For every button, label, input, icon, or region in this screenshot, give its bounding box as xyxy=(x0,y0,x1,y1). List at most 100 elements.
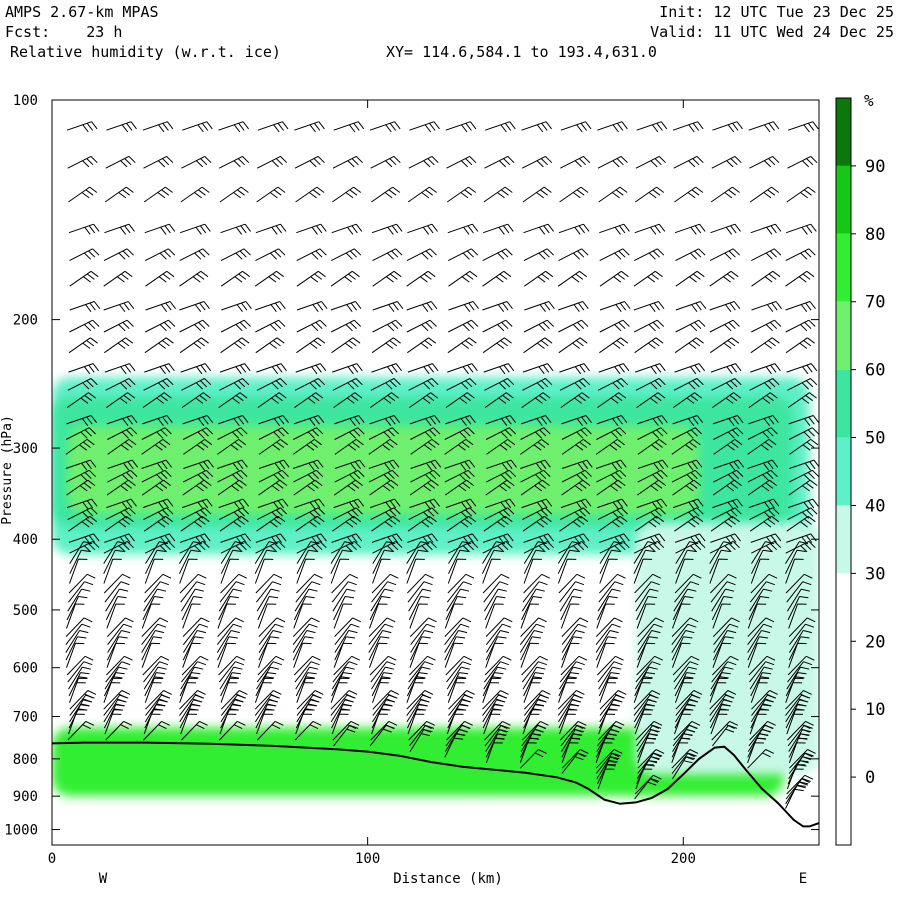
wind-barb xyxy=(296,270,326,287)
wind-barb xyxy=(561,623,587,646)
wind-barb xyxy=(369,498,401,510)
wind-barb xyxy=(523,558,542,584)
wind-barb xyxy=(522,515,552,532)
wind-barb xyxy=(66,392,96,409)
wind-barb xyxy=(370,378,401,391)
wind-barb xyxy=(560,655,588,676)
wind-barb xyxy=(634,666,658,690)
wind-barb xyxy=(637,617,665,637)
wind-barb xyxy=(789,438,819,455)
wind-barb xyxy=(448,270,478,287)
wind-barb xyxy=(788,737,808,763)
wind-barb xyxy=(218,507,250,521)
wind-barb xyxy=(787,378,818,391)
wind-barb xyxy=(599,573,626,594)
wind-barb xyxy=(258,459,290,471)
wind-barb xyxy=(66,121,98,133)
wind-barb xyxy=(332,661,358,683)
wind-barb xyxy=(673,507,704,521)
wind-barb xyxy=(444,623,470,646)
wind-barb xyxy=(558,301,589,313)
wind-barb xyxy=(143,378,174,391)
wind-barb xyxy=(65,459,97,471)
wind-barb xyxy=(181,507,212,521)
wind-barb xyxy=(786,588,811,612)
wind-barb xyxy=(712,415,744,427)
wind-barb xyxy=(599,248,630,262)
wind-barb xyxy=(293,603,312,629)
wind-barb xyxy=(788,427,819,440)
wind-barb xyxy=(559,363,590,375)
wind-barb xyxy=(599,541,623,564)
wind-barb xyxy=(104,337,134,354)
wind-barb xyxy=(747,617,775,637)
wind-barb xyxy=(595,438,625,455)
wind-barb xyxy=(561,469,592,483)
wind-barb xyxy=(747,636,769,661)
wind-barb xyxy=(372,549,394,574)
wind-barb xyxy=(333,479,363,496)
wind-barb xyxy=(634,223,666,235)
y-tick-label: 100 xyxy=(13,93,38,109)
wind-barb xyxy=(444,617,472,637)
wind-barb xyxy=(258,617,286,637)
wind-barb xyxy=(372,270,402,287)
wind-barb xyxy=(747,630,771,653)
wind-barb xyxy=(751,549,772,574)
wind-barb xyxy=(481,549,503,574)
wind-barb xyxy=(257,655,285,676)
wind-barb xyxy=(406,558,425,584)
wind-barb xyxy=(69,558,88,584)
wind-barb xyxy=(180,363,212,375)
wind-barb xyxy=(559,709,578,735)
wind-barb xyxy=(749,155,780,169)
wind-barb xyxy=(633,558,653,584)
x-axis-label: Distance (km) xyxy=(393,871,503,887)
wind-barb xyxy=(595,636,617,661)
wind-barb xyxy=(633,248,665,262)
wind-barb xyxy=(557,270,587,287)
wind-barb xyxy=(596,603,615,629)
wind-barb xyxy=(372,248,403,262)
wind-barb xyxy=(674,581,700,603)
wind-barb xyxy=(143,709,163,735)
wind-barb xyxy=(522,666,546,690)
wind-barb xyxy=(410,469,441,483)
wind-barb xyxy=(749,507,780,521)
wind-barb xyxy=(448,549,469,574)
wind-barb xyxy=(144,533,176,545)
wind-barb xyxy=(635,515,665,532)
wind-barb xyxy=(141,642,161,668)
wind-barb xyxy=(445,392,475,409)
wind-barb xyxy=(330,319,362,333)
wind-barb xyxy=(256,666,280,690)
wind-barb xyxy=(295,709,314,735)
wind-barb xyxy=(68,533,100,545)
wind-barb xyxy=(183,438,213,455)
colorbar-tick-label: 70 xyxy=(865,293,885,313)
wind-barb xyxy=(747,469,778,483)
wind-barb xyxy=(712,603,731,629)
wind-barb xyxy=(144,540,176,554)
colorbar-segment xyxy=(836,573,851,642)
colorbar-tick-label: 80 xyxy=(865,225,885,245)
wind-barb xyxy=(370,155,401,169)
wind-barb xyxy=(675,540,706,554)
wind-barb xyxy=(66,603,85,629)
wind-barb xyxy=(558,677,577,703)
wind-barb xyxy=(671,630,695,653)
wind-barb xyxy=(293,596,315,621)
wind-barb xyxy=(143,661,169,683)
wind-barb xyxy=(409,729,433,752)
wind-barb xyxy=(293,642,312,668)
wind-barb xyxy=(256,378,288,391)
wind-barb xyxy=(408,378,439,391)
wind-barb xyxy=(634,337,664,354)
wind-barb xyxy=(105,507,136,521)
wind-barb xyxy=(258,415,289,427)
wind-barb xyxy=(444,636,466,661)
wind-barb xyxy=(408,596,430,621)
wind-barb xyxy=(372,540,403,554)
wind-barb xyxy=(407,515,437,532)
colorbar-segment xyxy=(836,369,851,438)
